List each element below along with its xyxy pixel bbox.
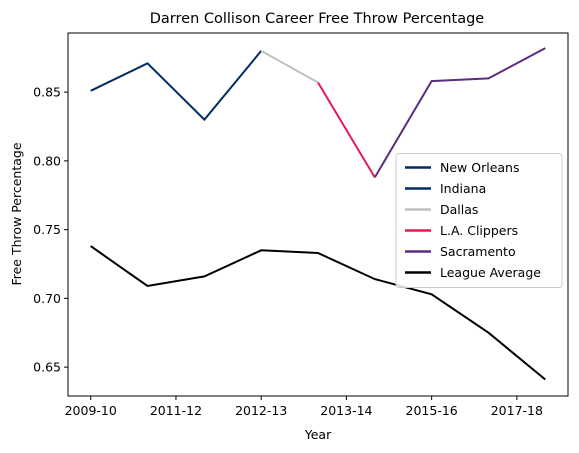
legend-label-dallas: Dallas	[440, 202, 478, 217]
legend-label-sacramento: Sacramento	[440, 244, 516, 259]
series-line-league-average	[90, 245, 546, 381]
plot-frame	[67, 32, 569, 397]
x-axis: 2009-10 2011-12 2012-13 2013-14 2015-16 2017-…	[65, 396, 543, 418]
y-tick-label: 0.85	[33, 85, 61, 100]
series-line-dallas	[260, 50, 319, 84]
x-tick-label: 2011-12	[150, 403, 202, 418]
y-tick-label: 0.75	[33, 222, 61, 237]
legend-label-league-average: League Average	[440, 265, 541, 280]
plot-area	[67, 32, 569, 397]
x-tick-label: 2015-16	[406, 403, 458, 418]
legend-label-indiana: Indiana	[440, 181, 486, 196]
legend: New Orleans Indiana Dallas L.A. Clippers Sac…	[395, 153, 563, 288]
y-axis-label: Free Throw Percentage	[9, 142, 24, 285]
chart-title: Darren Collison Career Free Throw Percen…	[150, 11, 485, 27]
x-tick-label: 2017-18	[491, 403, 543, 418]
y-tick-label: 0.65	[33, 360, 61, 375]
y-tick-label: 0.70	[33, 291, 61, 306]
legend-box	[395, 153, 563, 288]
y-tick-label: 0.80	[33, 153, 61, 168]
series-line-sacramento	[373, 47, 546, 178]
x-tick-label: 2009-10	[65, 403, 117, 418]
series-layer	[90, 47, 546, 381]
x-axis-label: Year	[304, 427, 332, 442]
x-tick-label: 2013-14	[320, 403, 372, 418]
y-axis: 0.65 0.70 0.75 0.80 0.85	[33, 85, 68, 375]
series-line-indiana	[90, 50, 262, 122]
x-tick-label: 2012-13	[235, 403, 287, 418]
legend-label-new-orleans: New Orleans	[440, 160, 519, 175]
legend-label-l-a-clippers: L.A. Clippers	[440, 223, 518, 238]
series-line-l-a-clippers	[317, 81, 376, 178]
